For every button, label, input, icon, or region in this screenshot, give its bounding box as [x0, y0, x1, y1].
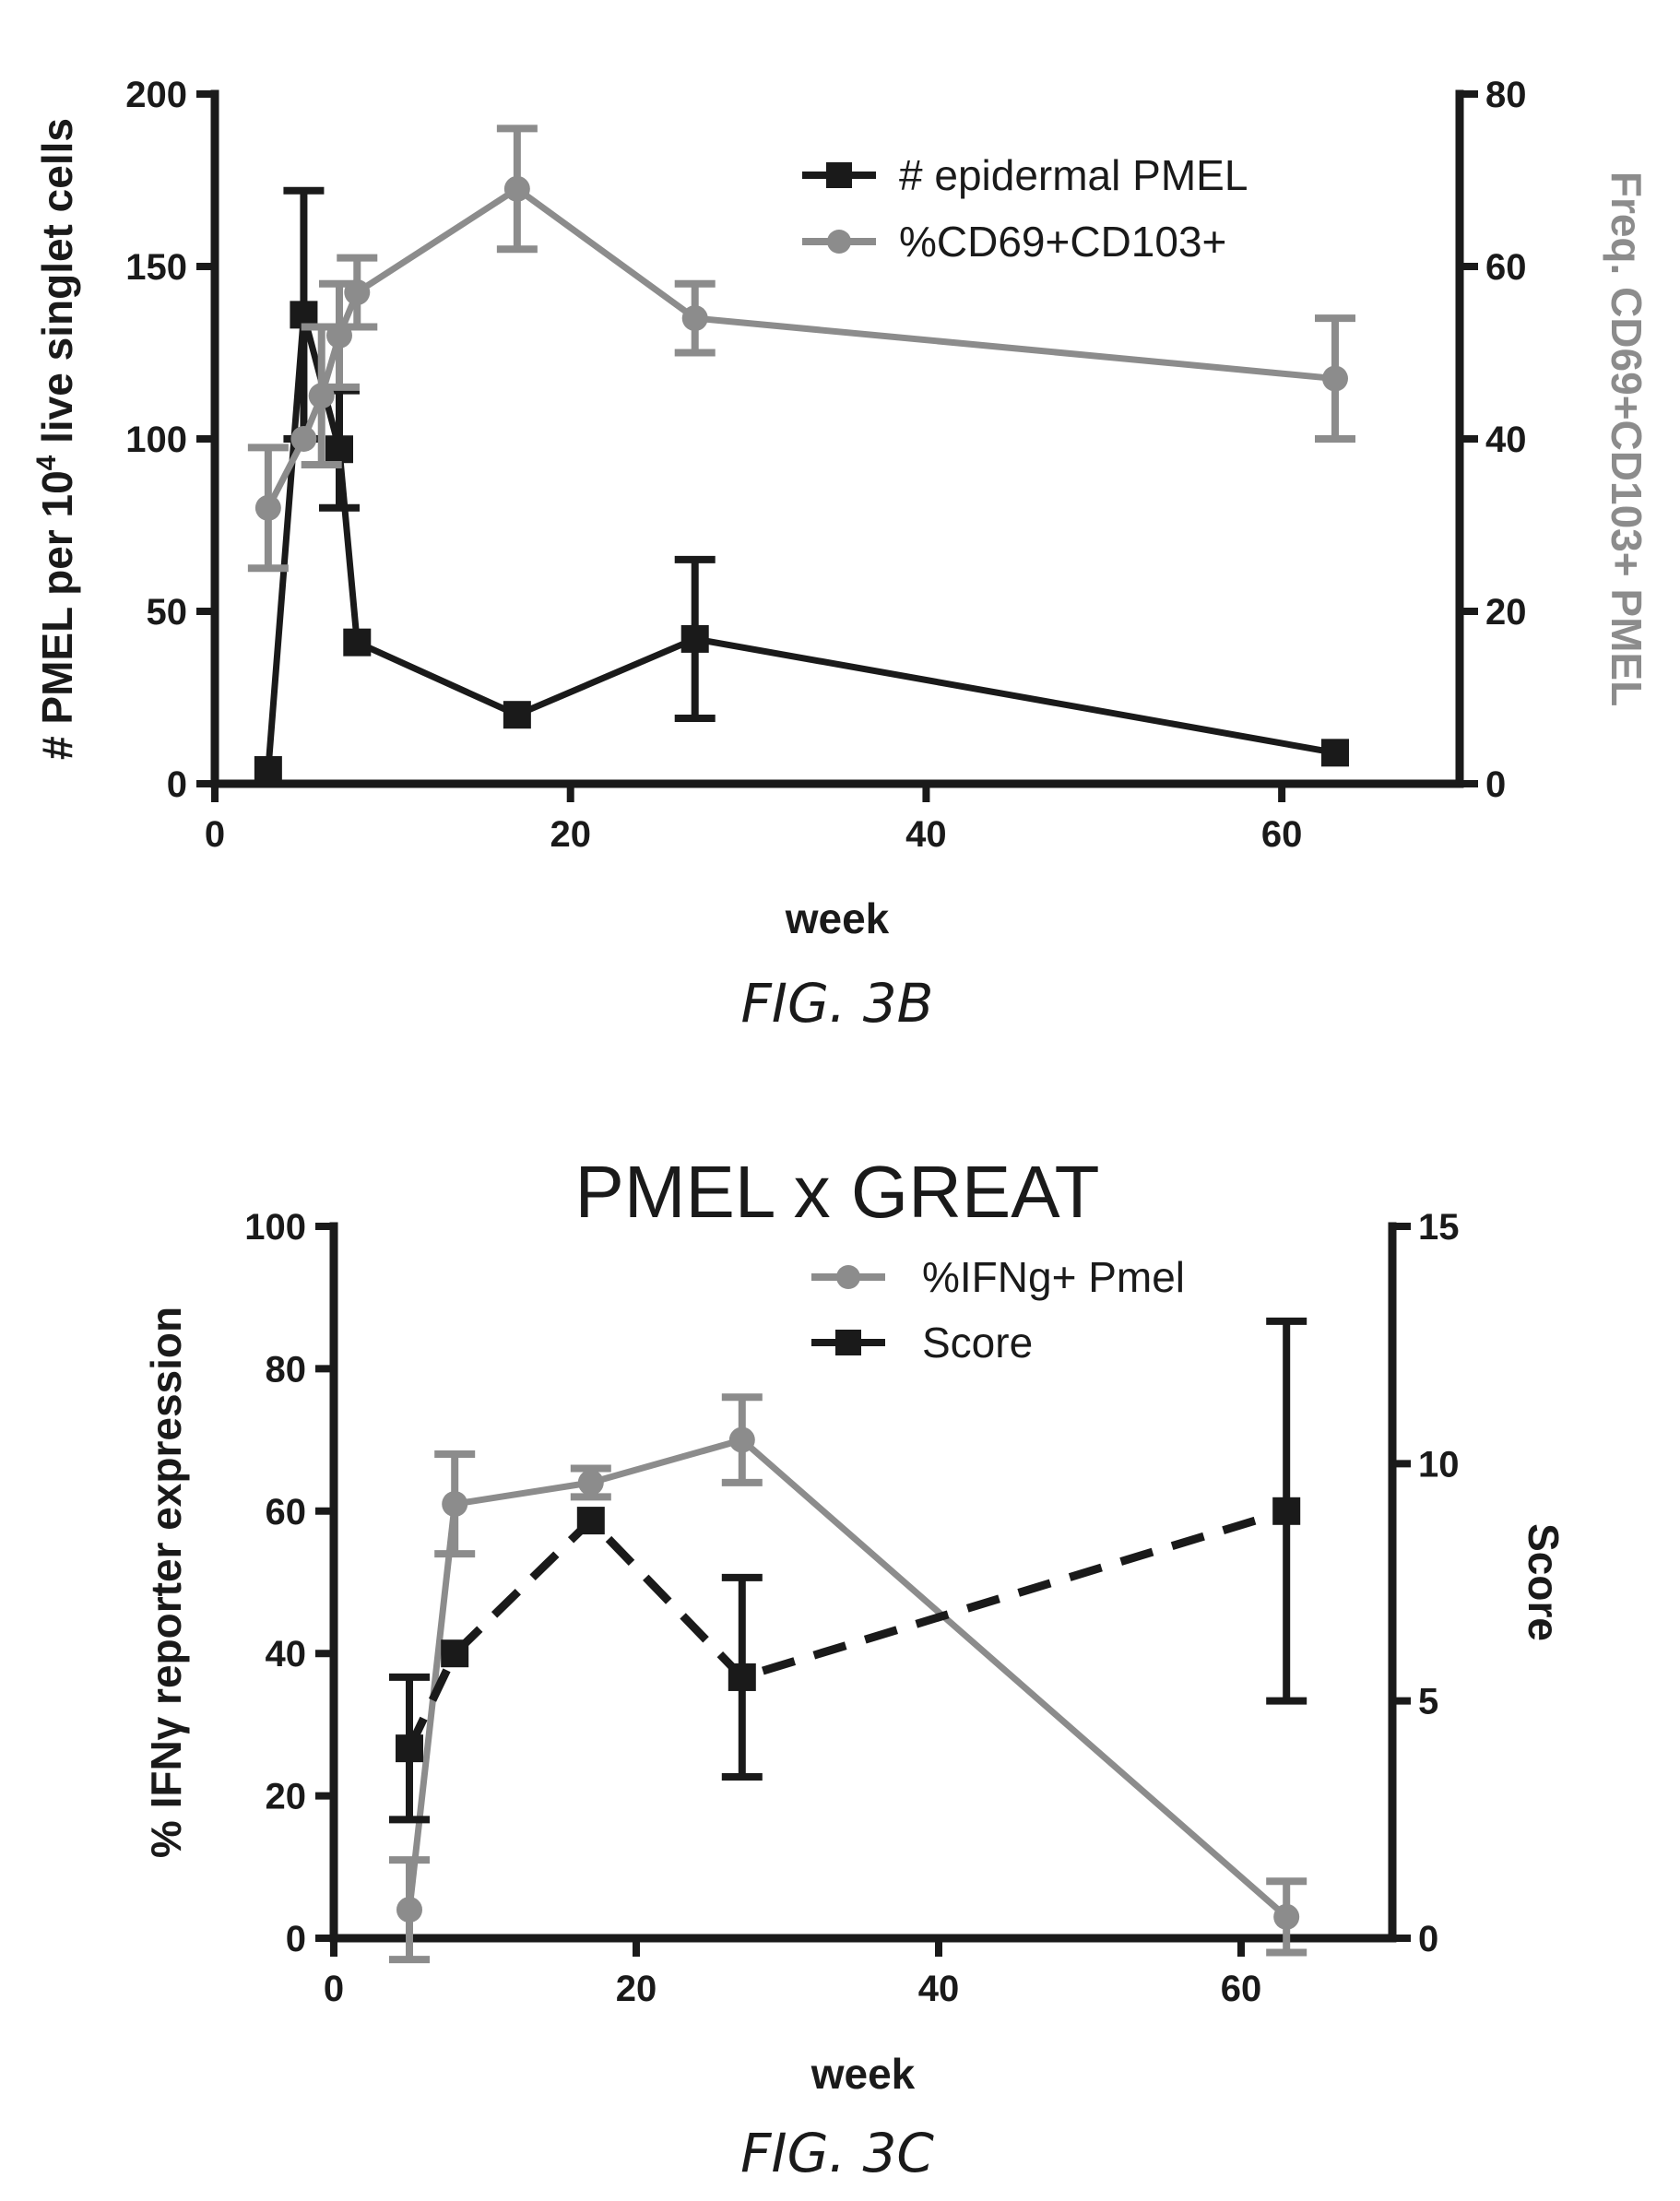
series-layer: [247, 124, 1355, 785]
right-y-tick-label: 40: [1485, 420, 1527, 460]
right-y-axis-title: Freq. CD69+CD103+ PMEL: [1603, 172, 1650, 706]
left-y-axis-title: # PMEL per 104 live singlet cells: [31, 118, 81, 760]
right-y-tick-label: 15: [1418, 1207, 1460, 1248]
data-point-circle: [728, 1426, 755, 1453]
left-y-ticks: 0 20 40 60 80 100: [244, 1207, 334, 1959]
left-y-tick-label: 0: [167, 764, 187, 805]
left-y-axis-title: % IFNγ reporter expression: [142, 1307, 190, 1858]
left-y-tick-label: 100: [125, 420, 187, 460]
figure-caption-3b: FIG. 3B: [741, 972, 934, 1035]
data-point-square: [1321, 739, 1349, 767]
data-point-circle: [396, 1897, 422, 1923]
data-point-circle: [503, 175, 530, 202]
left-y-axis-title-superscript: 4: [31, 455, 62, 470]
left-y-axis-title-part1: # PMEL per 10: [33, 470, 81, 760]
left-y-axis-title-part2: live singlet cells: [33, 118, 81, 456]
x-ticks: 0 20 40 60: [324, 1938, 1261, 2009]
data-point-circle: [344, 279, 371, 306]
x-tick-label: 20: [616, 1969, 657, 2009]
data-point-square: [343, 628, 372, 657]
x-tick-label: 20: [550, 814, 591, 855]
x-tick-label: 40: [905, 814, 947, 855]
legend-label-score: Score: [922, 1319, 1033, 1367]
right-y-ticks: 0 5 10 15: [1392, 1207, 1460, 1959]
x-axis-title: week: [810, 2050, 916, 2098]
right-y-axis-title: Score: [1520, 1523, 1568, 1641]
left-y-tick-label: 20: [266, 1777, 307, 1817]
data-point-square: [680, 624, 709, 653]
left-y-ticks: 0 50 100 150 200: [125, 75, 215, 805]
left-y-tick-label: 100: [244, 1207, 306, 1248]
x-tick-label: 0: [324, 1969, 344, 2009]
data-point-square: [576, 1507, 605, 1535]
legend-label-epidermal-pmel: # epidermal PMEL: [899, 151, 1248, 199]
legend-label-ifng-pmel: %IFNg+ Pmel: [922, 1253, 1185, 1301]
right-y-tick-label: 0: [1418, 1919, 1438, 1959]
legend-fig-3b: # epidermal PMEL %CD69+CD103+: [802, 151, 1248, 266]
data-point-square: [728, 1663, 756, 1691]
x-tick-label: 60: [1261, 814, 1303, 855]
series-0: [389, 1393, 1307, 1964]
data-point-square: [325, 435, 353, 464]
right-y-tick-label: 5: [1418, 1682, 1438, 1722]
chart-fig-3c: PMEL x GREAT 0 20 40 60 80 100 0 5 10 15 0 20 40 60…: [142, 1151, 1568, 2184]
left-y-tick-label: 60: [266, 1492, 307, 1532]
axes-fig-3b: [210, 89, 1464, 788]
left-y-tick-label: 80: [266, 1349, 307, 1390]
x-axis-title: week: [785, 894, 890, 942]
axes-fig-3c: [329, 1222, 1397, 1943]
series-line: [265, 311, 1336, 771]
legend-marker-score: [835, 1330, 861, 1355]
legend-fig-3c: %IFNg+ Pmel Score: [811, 1253, 1185, 1367]
data-point-circle: [1273, 1903, 1300, 1930]
x-tick-label: 0: [205, 814, 225, 855]
left-y-tick-label: 150: [125, 247, 187, 288]
left-y-tick-label: 200: [125, 75, 187, 115]
x-tick-label: 40: [918, 1969, 960, 2009]
legend-marker-ifng-pmel: [836, 1265, 860, 1289]
x-ticks: 0 20 40 60: [205, 784, 1303, 855]
series-line: [405, 1507, 1288, 1751]
x-tick-label: 60: [1221, 1969, 1262, 2009]
right-y-tick-label: 10: [1418, 1444, 1460, 1485]
right-y-tick-label: 20: [1485, 592, 1527, 633]
series-1: [247, 124, 1355, 573]
data-point-square: [254, 756, 282, 785]
data-point-circle: [681, 305, 708, 332]
data-point-square: [396, 1734, 423, 1763]
legend-marker-cd69-cd103: [827, 230, 851, 254]
data-point-square: [441, 1639, 469, 1668]
legend-label-cd69-cd103: %CD69+CD103+: [899, 218, 1226, 266]
left-y-tick-label: 40: [266, 1634, 307, 1674]
data-point-circle: [290, 426, 317, 452]
series-layer: [389, 1317, 1307, 1964]
legend-marker-epidermal-pmel: [826, 162, 852, 188]
chart-fig-3b: 0 50 100 150 200 0 20 40 60 80 0 20 40 60 week # PM…: [31, 75, 1650, 1035]
data-point-circle: [442, 1491, 468, 1518]
left-y-tick-label: 0: [286, 1919, 306, 1959]
series-0: [254, 186, 1349, 785]
chart-title-fig-3c: PMEL x GREAT: [575, 1151, 1100, 1233]
left-y-tick-label: 50: [147, 592, 188, 633]
series-line: [406, 1437, 1289, 1920]
data-point-square: [1272, 1497, 1301, 1525]
series-1: [389, 1317, 1307, 1824]
figure-caption-3c: FIG. 3C: [740, 2122, 934, 2184]
right-y-tick-label: 60: [1485, 247, 1527, 288]
data-point-circle: [1322, 365, 1348, 392]
right-y-tick-label: 80: [1485, 75, 1527, 115]
data-point-circle: [254, 494, 281, 521]
data-point-square: [503, 701, 531, 729]
right-y-ticks: 0 20 40 60 80: [1460, 75, 1527, 805]
data-point-circle: [577, 1469, 604, 1496]
right-y-tick-label: 0: [1485, 764, 1506, 805]
